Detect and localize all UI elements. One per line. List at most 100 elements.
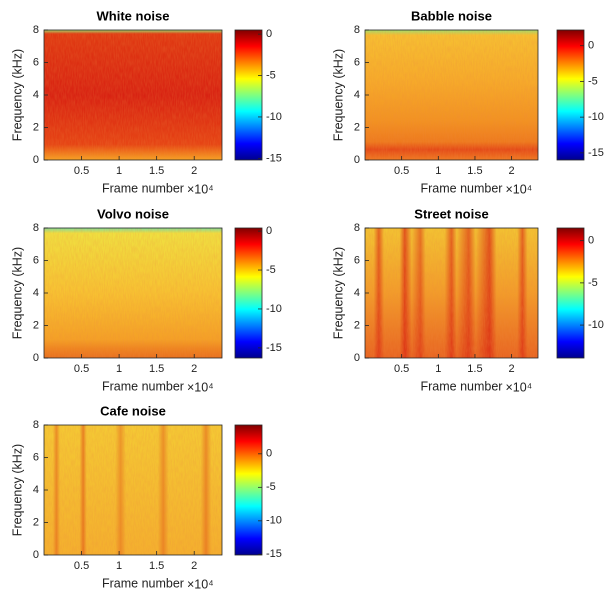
colorbar <box>235 228 262 358</box>
x-tick-label: 2 <box>509 363 515 375</box>
colorbar-tick-label: -15 <box>266 548 282 560</box>
colorbar-tick-label: 0 <box>588 40 594 52</box>
y-axis-label: Frequency (kHz) <box>331 247 345 339</box>
x-axis-label: Frame number <box>102 379 184 393</box>
y-axis-label: Frequency (kHz) <box>10 247 24 339</box>
x-tick-label: 1 <box>116 560 122 572</box>
x-tick-label: 0.5 <box>74 363 89 375</box>
colorbar-tick-label: -15 <box>266 342 282 354</box>
y-tick-label: 4 <box>33 484 39 496</box>
colorbar-tick-label: 0 <box>266 28 272 40</box>
x-axis-label: Frame number <box>421 181 503 195</box>
x-tick-label: 1.5 <box>149 560 164 572</box>
x-exponent-label: ×10⁴ <box>187 380 214 394</box>
x-exponent-label: ×10⁴ <box>505 182 532 196</box>
x-tick-label: 0.5 <box>394 165 409 177</box>
x-tick-label: 2 <box>191 560 197 572</box>
x-tick-label: 1 <box>116 165 122 177</box>
y-tick-label: 6 <box>33 451 39 463</box>
x-tick-label: 2 <box>509 165 515 177</box>
subplot: Cafe noise 0.5 1 1.5 2 0 2 4 6 8 Frame number ×10⁴ F… <box>10 403 282 591</box>
y-tick-label: 2 <box>33 121 39 133</box>
spectrogram-grain <box>44 30 222 160</box>
colorbar-tick-label: -5 <box>588 277 598 289</box>
colorbar-tick-label: -5 <box>266 69 276 81</box>
x-tick-label: 1 <box>435 363 441 375</box>
y-tick-label: 2 <box>33 516 39 528</box>
y-tick-label: 8 <box>354 222 360 234</box>
y-tick-label: 2 <box>354 121 360 133</box>
colorbar-tick-label: -5 <box>266 264 276 276</box>
x-axis-label: Frame number <box>102 576 184 590</box>
x-tick-label: 1 <box>116 363 122 375</box>
y-tick-label: 4 <box>354 89 360 101</box>
x-axis-label: Frame number <box>102 181 184 195</box>
y-tick-label: 4 <box>33 89 39 101</box>
y-tick-label: 6 <box>354 56 360 68</box>
y-tick-label: 4 <box>33 287 39 299</box>
title: White noise <box>97 8 170 23</box>
title: Street noise <box>414 206 488 221</box>
subplot: Babble noise 0.5 1 1.5 2 0 2 4 6 8 Frame number ×10… <box>331 8 604 196</box>
colorbar-frame <box>234 29 263 161</box>
x-tick-label: 2 <box>191 165 197 177</box>
x-tick-label: 0.5 <box>74 560 89 572</box>
colorbar-frame <box>234 424 263 556</box>
y-tick-label: 8 <box>33 222 39 234</box>
title: Cafe noise <box>100 403 166 418</box>
y-tick-label: 6 <box>33 56 39 68</box>
y-tick-label: 6 <box>33 254 39 266</box>
colorbar-tick-label: -10 <box>266 111 282 123</box>
colorbar-frame <box>556 227 585 359</box>
x-tick-label: 1.5 <box>467 363 482 375</box>
y-tick-label: 6 <box>354 254 360 266</box>
x-exponent-label: ×10⁴ <box>187 577 214 591</box>
x-tick-label: 2 <box>191 363 197 375</box>
x-tick-label: 0.5 <box>74 165 89 177</box>
title: Volvo noise <box>97 206 169 221</box>
y-tick-label: 8 <box>33 24 39 36</box>
x-tick-label: 1.5 <box>149 363 164 375</box>
x-tick-label: 1.5 <box>467 165 482 177</box>
x-exponent-label: ×10⁴ <box>505 380 532 394</box>
colorbar-tick-label: -10 <box>266 303 282 315</box>
subplot: White noise 0.5 1 1.5 2 0 2 4 6 8 Frame number ×10⁴… <box>10 8 282 196</box>
y-tick-label: 4 <box>354 287 360 299</box>
y-axis-label: Frequency (kHz) <box>331 49 345 141</box>
y-axis-label: Frequency (kHz) <box>10 49 24 141</box>
y-tick-label: 0 <box>33 549 39 561</box>
spectrogram-grain <box>44 425 222 555</box>
colorbar <box>235 30 262 160</box>
x-tick-label: 1 <box>435 165 441 177</box>
y-tick-label: 8 <box>33 419 39 431</box>
colorbar-tick-label: -10 <box>588 111 604 123</box>
y-tick-label: 2 <box>354 319 360 331</box>
colorbar-tick-label: -15 <box>588 147 604 159</box>
y-tick-label: 0 <box>33 154 39 166</box>
colorbar-tick-label: -10 <box>588 319 604 331</box>
y-axis-label: Frequency (kHz) <box>10 444 24 536</box>
spectrogram-grain <box>44 228 222 358</box>
colorbar-tick-label: 0 <box>266 225 272 237</box>
colorbar-tick-label: 0 <box>588 235 594 247</box>
subplot: Volvo noise 0.5 1 1.5 2 0 2 4 6 8 Frame number ×10⁴… <box>10 206 282 394</box>
colorbar-tick-label: 0 <box>266 448 272 460</box>
y-tick-label: 2 <box>33 319 39 331</box>
colorbar <box>557 228 584 358</box>
subplot: Street noise 0.5 1 1.5 2 0 2 4 6 8 Frame number ×10… <box>331 206 604 394</box>
colorbar-tick-label: -5 <box>266 481 276 493</box>
colorbar <box>557 30 584 160</box>
y-tick-label: 0 <box>354 352 360 364</box>
colorbar-tick-label: -15 <box>266 152 282 164</box>
y-tick-label: 0 <box>354 154 360 166</box>
spectrogram-grain <box>365 228 538 358</box>
y-tick-label: 0 <box>33 352 39 364</box>
title: Babble noise <box>411 8 492 23</box>
x-tick-label: 1.5 <box>149 165 164 177</box>
colorbar-tick-label: -10 <box>266 515 282 527</box>
y-tick-label: 8 <box>354 24 360 36</box>
colorbar <box>235 425 262 555</box>
x-tick-label: 0.5 <box>394 363 409 375</box>
